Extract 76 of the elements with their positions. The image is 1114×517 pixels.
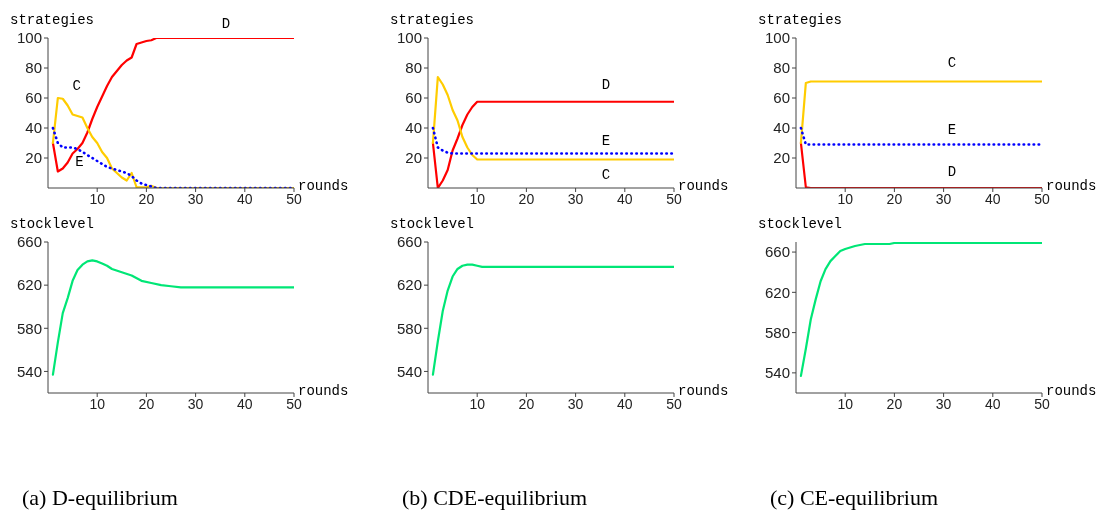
series-label: D (601, 77, 611, 94)
x-tick-label: 10 (837, 190, 854, 207)
x-tick-label: 10 (469, 190, 486, 207)
y-tick-label: 40 (773, 119, 790, 137)
line-series (51, 38, 294, 173)
line-series (431, 126, 674, 155)
x-tick-label: 40 (617, 395, 633, 412)
y-axis-title: strategies (10, 12, 95, 28)
x-tick-label: 30 (187, 395, 204, 412)
series-label: E (601, 133, 611, 150)
line-series (431, 100, 674, 188)
y-tick-label: 40 (25, 119, 42, 137)
x-tick-label: 30 (187, 190, 204, 207)
y-axis-title: strategies (390, 12, 475, 28)
y-tick-label: 20 (25, 149, 42, 167)
text: (a) D-equilibrium (21, 485, 179, 511)
y-tick-label: 40 (405, 119, 422, 137)
x-tick-label: 20 (138, 395, 155, 412)
series-label: C (947, 55, 957, 72)
x-tick-label: 20 (518, 395, 535, 412)
y-tick-label: 100 (764, 29, 790, 47)
x-tick-label: 40 (237, 395, 253, 412)
y-tick-label: 540 (764, 364, 790, 382)
y-tick-label: 580 (396, 319, 422, 337)
x-tick-label: 30 (935, 395, 952, 412)
y-tick-label: 620 (16, 276, 42, 294)
x-tick-label: 40 (985, 190, 1001, 207)
y-tick-label: 20 (773, 149, 790, 167)
y-tick-label: 100 (396, 29, 422, 47)
y-axis-title: stocklevel (10, 216, 95, 232)
y-tick-label: 620 (396, 276, 422, 294)
y-tick-label: 60 (773, 89, 790, 107)
y-tick-label: 20 (405, 149, 422, 167)
line-series (799, 242, 1042, 377)
x-tick-label: 20 (138, 190, 155, 207)
y-axis-title: strategies (758, 12, 843, 28)
line-series (51, 259, 294, 376)
x-tick-label: 30 (567, 190, 584, 207)
y-tick-label: 660 (764, 243, 790, 261)
series-label: C (72, 78, 81, 95)
y-tick-label: 80 (25, 59, 42, 77)
y-tick-label: 540 (396, 362, 422, 380)
series-label: E (75, 153, 84, 170)
text: (c) CE-equilibrium (769, 485, 939, 511)
y-tick-label: 60 (25, 89, 42, 107)
y-tick-label: 100 (16, 29, 42, 47)
x-tick-label: 40 (617, 190, 633, 207)
x-tick-label: 20 (886, 190, 903, 207)
x-tick-label: 10 (469, 395, 486, 412)
x-tick-label: 20 (886, 395, 903, 412)
x-tick-label: 10 (837, 395, 854, 412)
line-series (431, 75, 674, 161)
y-tick-label: 660 (396, 233, 422, 251)
line-series (431, 263, 674, 376)
y-tick-label: 620 (764, 283, 790, 301)
y-axis-title: stocklevel (390, 216, 475, 232)
y-tick-label: 80 (773, 59, 790, 77)
series-label: C (601, 167, 611, 184)
x-tick-label: 20 (518, 190, 535, 207)
x-tick-label: 40 (985, 395, 1001, 412)
x-tick-label: 30 (567, 395, 584, 412)
x-tick-label: 40 (237, 190, 253, 207)
series-label: D (221, 15, 231, 32)
x-tick-label: 10 (89, 395, 106, 412)
y-tick-label: 540 (16, 362, 42, 380)
y-tick-label: 660 (16, 233, 42, 251)
text: (b) CDE-equilibrium (401, 485, 589, 511)
x-tick-label: 30 (935, 190, 952, 207)
y-tick-label: 80 (405, 59, 422, 77)
x-tick-label: 10 (89, 190, 106, 207)
y-tick-label: 580 (764, 323, 790, 341)
y-tick-label: 580 (16, 319, 42, 337)
series-label: E (947, 122, 957, 139)
series-label: D (947, 163, 957, 180)
y-tick-label: 60 (405, 89, 422, 107)
y-axis-title: stocklevel (758, 216, 843, 232)
